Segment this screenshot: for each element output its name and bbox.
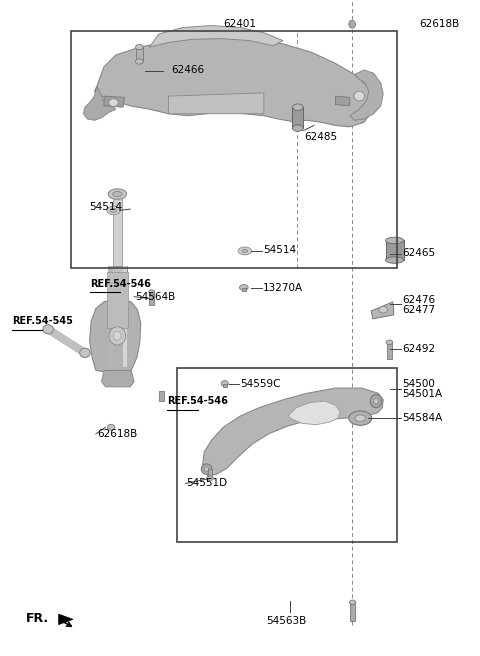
Ellipse shape xyxy=(354,91,364,101)
Text: 13270A: 13270A xyxy=(263,283,303,293)
Text: 54559C: 54559C xyxy=(240,379,280,388)
Polygon shape xyxy=(84,87,116,120)
Ellipse shape xyxy=(43,325,53,334)
Bar xyxy=(122,266,127,367)
Text: 62477: 62477 xyxy=(402,305,435,316)
Polygon shape xyxy=(336,96,350,106)
Bar xyxy=(108,266,127,367)
Ellipse shape xyxy=(240,285,248,291)
Bar xyxy=(108,266,113,367)
Bar xyxy=(71,31,396,268)
Polygon shape xyxy=(149,26,283,47)
Bar xyxy=(385,241,404,260)
Ellipse shape xyxy=(113,192,122,197)
Polygon shape xyxy=(350,70,383,120)
Text: REF.54-546: REF.54-546 xyxy=(90,279,151,289)
Text: REF.54-545: REF.54-545 xyxy=(12,316,73,327)
Bar xyxy=(292,107,303,128)
Text: 54514: 54514 xyxy=(90,202,123,212)
Bar xyxy=(149,292,154,305)
Text: REF.54-546: REF.54-546 xyxy=(168,396,228,406)
Polygon shape xyxy=(104,96,124,107)
Ellipse shape xyxy=(349,600,356,605)
Bar xyxy=(350,602,355,621)
Text: 62401: 62401 xyxy=(224,19,256,30)
Ellipse shape xyxy=(107,206,120,215)
Ellipse shape xyxy=(109,98,118,106)
Ellipse shape xyxy=(110,209,117,213)
Text: 62466: 62466 xyxy=(171,65,204,75)
Bar xyxy=(387,342,392,359)
Ellipse shape xyxy=(109,327,126,345)
Text: 54564B: 54564B xyxy=(135,292,175,302)
Text: 54551D: 54551D xyxy=(187,478,228,489)
Ellipse shape xyxy=(149,290,155,295)
Polygon shape xyxy=(102,371,134,387)
Bar xyxy=(177,369,396,543)
Bar xyxy=(108,272,128,328)
Ellipse shape xyxy=(385,256,404,263)
Ellipse shape xyxy=(238,247,252,255)
Ellipse shape xyxy=(292,113,302,122)
Text: 54500: 54500 xyxy=(402,379,435,388)
Text: 54584A: 54584A xyxy=(402,413,443,423)
Ellipse shape xyxy=(108,189,126,199)
Ellipse shape xyxy=(80,348,90,358)
FancyArrowPatch shape xyxy=(60,620,72,626)
Polygon shape xyxy=(288,401,340,424)
Bar xyxy=(136,47,143,62)
Bar xyxy=(207,469,212,478)
Ellipse shape xyxy=(385,237,404,244)
Ellipse shape xyxy=(135,45,143,50)
Text: FR.: FR. xyxy=(26,612,49,625)
Polygon shape xyxy=(95,37,373,127)
Bar xyxy=(159,391,164,401)
Ellipse shape xyxy=(373,399,378,404)
Ellipse shape xyxy=(135,59,143,64)
Ellipse shape xyxy=(349,411,372,425)
Ellipse shape xyxy=(204,467,209,472)
Ellipse shape xyxy=(206,476,213,481)
Ellipse shape xyxy=(379,306,387,313)
Text: 62618B: 62618B xyxy=(97,429,137,439)
Ellipse shape xyxy=(370,395,382,407)
Ellipse shape xyxy=(201,464,212,474)
Ellipse shape xyxy=(355,415,365,421)
Bar xyxy=(113,194,121,269)
Ellipse shape xyxy=(221,380,228,386)
Text: 62492: 62492 xyxy=(402,344,435,354)
Ellipse shape xyxy=(292,104,303,110)
Ellipse shape xyxy=(242,249,248,253)
Polygon shape xyxy=(90,298,141,375)
Polygon shape xyxy=(168,93,264,113)
Text: 54501A: 54501A xyxy=(402,389,443,399)
Text: 62485: 62485 xyxy=(304,133,337,142)
Ellipse shape xyxy=(349,20,356,28)
Text: 62476: 62476 xyxy=(402,295,435,305)
Ellipse shape xyxy=(114,331,121,340)
Bar xyxy=(223,384,227,387)
Bar xyxy=(242,287,246,291)
Text: 54514: 54514 xyxy=(263,245,296,255)
Polygon shape xyxy=(203,388,383,476)
Text: 62465: 62465 xyxy=(402,248,435,258)
Text: 62618B: 62618B xyxy=(419,19,459,30)
Text: 54563B: 54563B xyxy=(266,615,307,626)
Ellipse shape xyxy=(108,424,115,430)
Ellipse shape xyxy=(386,340,393,344)
Ellipse shape xyxy=(292,125,303,131)
Polygon shape xyxy=(59,614,73,625)
Polygon shape xyxy=(371,302,394,319)
